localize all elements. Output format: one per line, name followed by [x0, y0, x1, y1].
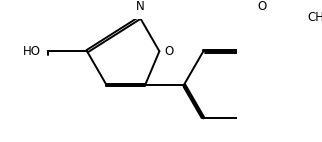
Text: O: O [257, 0, 266, 13]
Text: O: O [164, 45, 173, 58]
Text: CH₃: CH₃ [307, 11, 322, 24]
Text: N: N [136, 0, 144, 13]
Text: HO: HO [23, 45, 41, 58]
